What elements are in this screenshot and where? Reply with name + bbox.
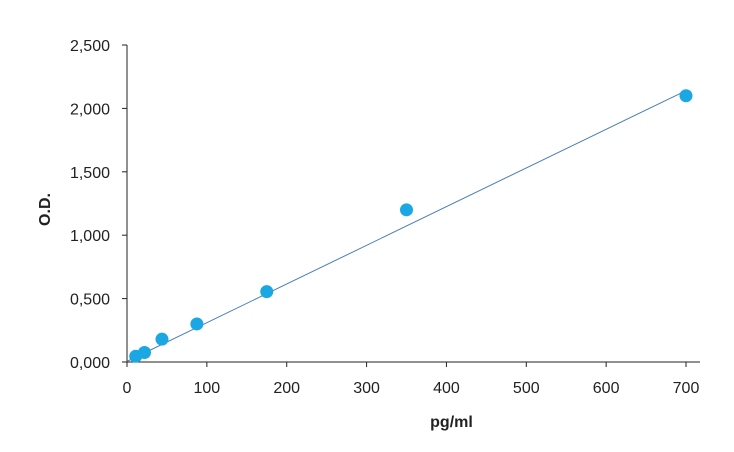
x-tick-label: 100 [194, 380, 221, 397]
y-tick-label: 0,000 [70, 355, 110, 372]
x-tick-label: 200 [273, 380, 300, 397]
y-tick-label: 2,000 [70, 101, 110, 118]
y-tick-label: 1,500 [70, 165, 110, 182]
data-point [137, 345, 151, 359]
x-tick-label: 0 [123, 380, 132, 397]
data-points [129, 89, 693, 363]
axes [122, 44, 700, 367]
x-tick-label: 300 [353, 380, 380, 397]
x-tick-label: 600 [593, 380, 620, 397]
data-point [679, 89, 693, 103]
y-axis-title: O.D. [37, 193, 54, 226]
x-axis-title: pg/ml [430, 414, 473, 431]
data-point [190, 317, 204, 331]
x-tick-label: 500 [513, 380, 540, 397]
data-point [400, 203, 413, 217]
trendline [126, 90, 687, 362]
x-tick-label: 700 [673, 380, 700, 397]
data-point [260, 285, 274, 299]
tick-labels: 0,000 0,500 1,000 1,500 2,000 2,500 0 100 200 300… [70, 38, 699, 397]
y-tick-label: 1,000 [70, 228, 110, 245]
trendline-layer [126, 90, 687, 362]
x-tick-label: 400 [433, 380, 460, 397]
y-tick-label: 2,500 [70, 38, 110, 55]
data-point [155, 332, 169, 346]
y-tick-label: 0,500 [70, 292, 110, 309]
